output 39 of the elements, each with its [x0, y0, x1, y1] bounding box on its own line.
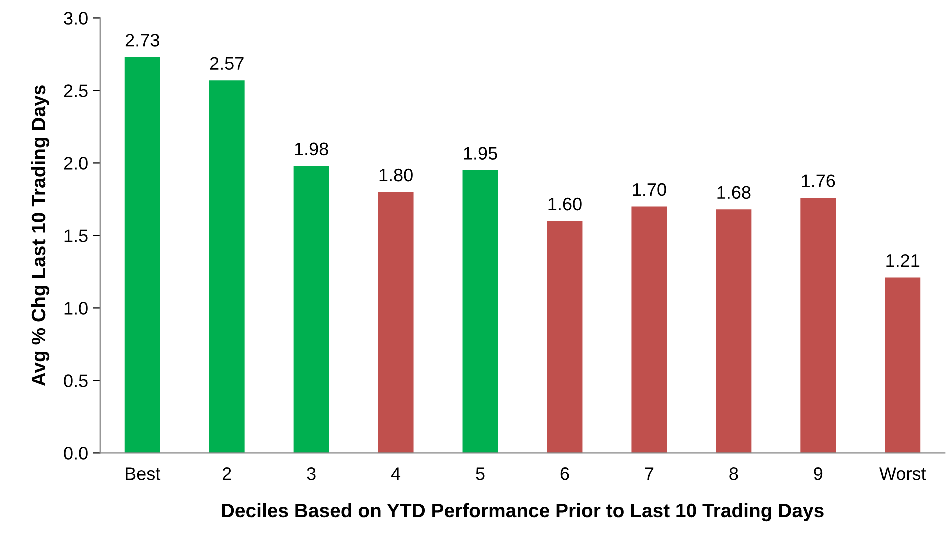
bar	[124, 57, 160, 454]
data-label: 1.95	[464, 147, 498, 160]
y-axis-title: Avg % Chg Last 10 Trading Days	[31, 86, 50, 386]
data-label: 1.98	[295, 142, 328, 156]
y-tick-label: 0.0	[64, 447, 88, 460]
y-tick-label: 1.5	[64, 230, 88, 242]
data-label: 1.76	[802, 174, 836, 188]
x-tick-label: 8	[730, 468, 738, 480]
y-tick-label: 2.0	[64, 157, 88, 170]
bar	[378, 192, 414, 454]
x-tick-label: 3	[307, 468, 316, 480]
y-tick-label: 3.0	[64, 12, 88, 25]
y-tick-label: 1.0	[64, 302, 88, 315]
bar	[716, 210, 752, 454]
x-tick-label: Worst	[880, 468, 926, 480]
x-tick-label: 6	[560, 468, 570, 480]
data-label: 1.60	[548, 198, 582, 211]
x-tick-label: 4	[391, 468, 401, 480]
y-tick-label: 0.5	[64, 374, 88, 388]
x-tick-label: 5	[476, 468, 485, 480]
data-label: 1.80	[380, 168, 413, 182]
bar	[294, 166, 330, 454]
data-label: 2.73	[126, 34, 160, 47]
data-label: 1.70	[633, 183, 666, 196]
x-tick-label: 7	[645, 468, 654, 480]
data-label: 1.68	[718, 186, 751, 200]
bar	[632, 206, 668, 454]
x-axis-title: Deciles Based on YTD Performance Prior to Last 10 Trading Days	[222, 503, 824, 522]
y-tick-label: 2.5	[64, 84, 88, 98]
bar	[209, 80, 245, 454]
x-tick-label: 9	[814, 468, 823, 480]
x-tick-label: 2	[222, 468, 232, 480]
data-label: 1.21	[886, 254, 920, 268]
bar	[547, 221, 583, 454]
x-tick-label: Best	[126, 468, 161, 480]
bar	[800, 198, 836, 454]
bar	[462, 170, 498, 454]
data-label: 2.57	[210, 57, 244, 70]
bar	[885, 278, 921, 454]
